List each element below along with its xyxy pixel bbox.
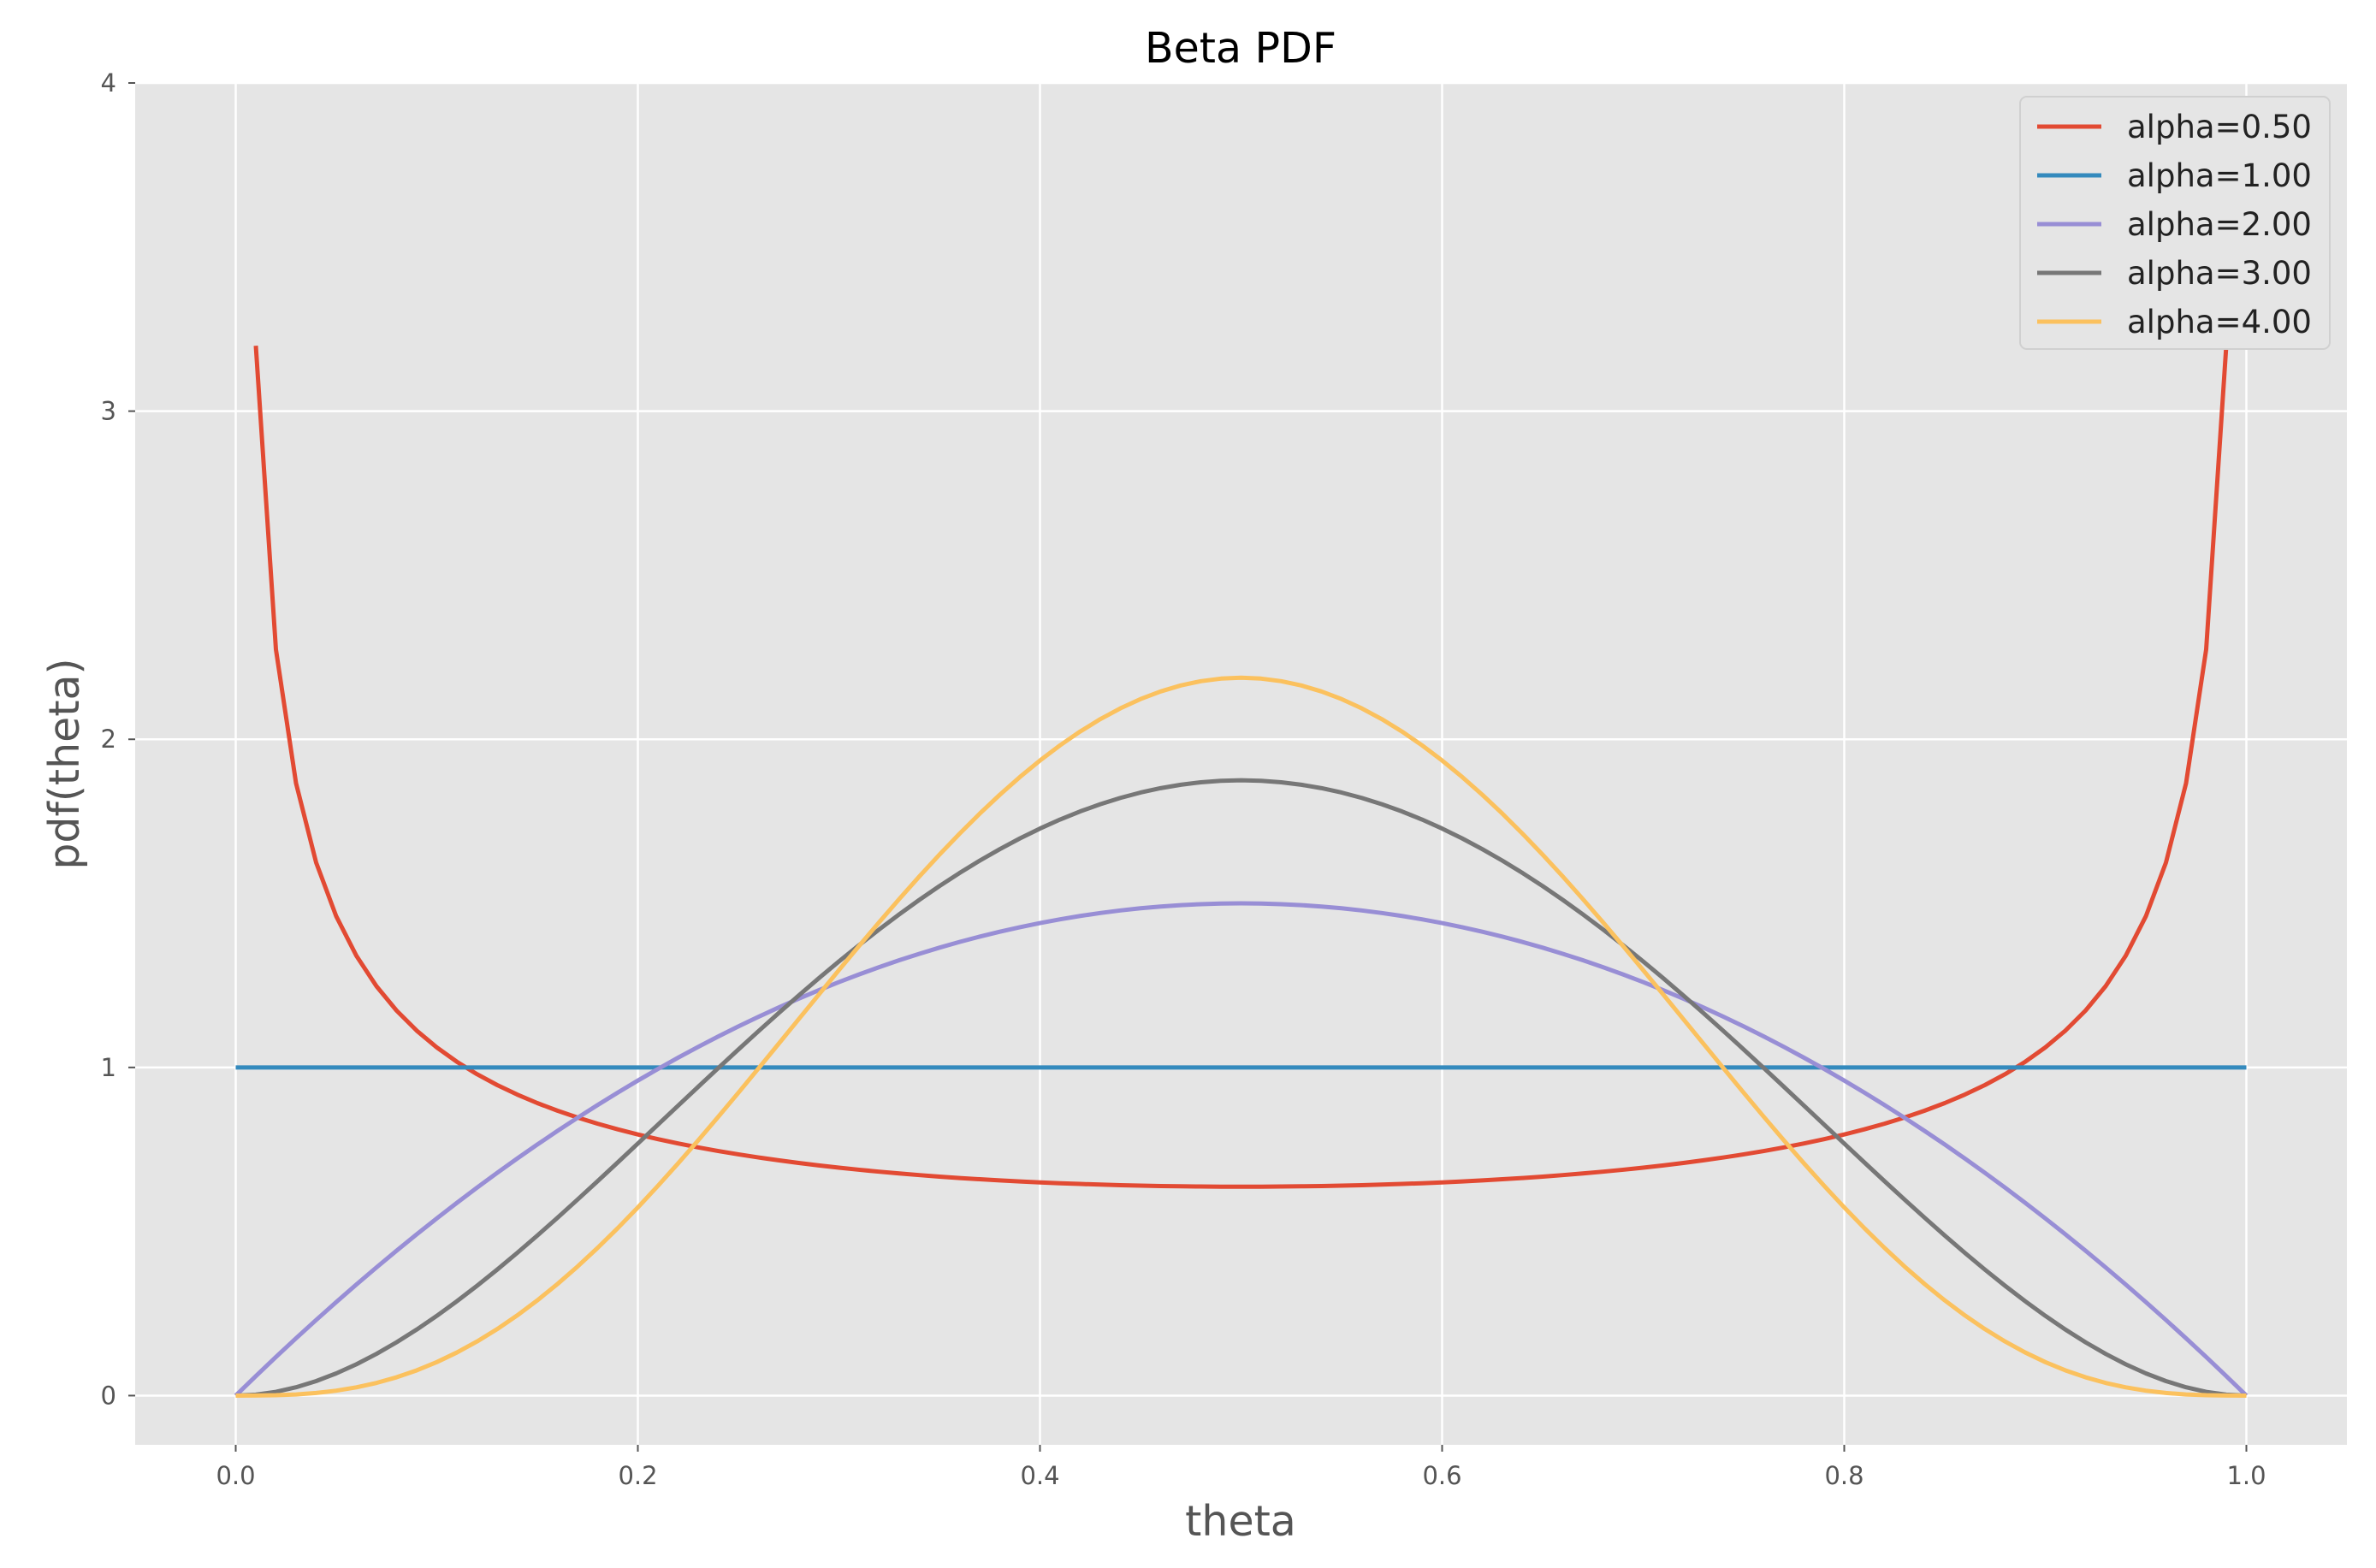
legend-label: alpha=0.50 (2127, 109, 2312, 145)
legend: alpha=0.50 alpha=1.00 alpha=2.00 alpha=3.00… (2019, 96, 2331, 350)
axis-ticks: 0.0 0.2 0.4 0.6 0.8 1.0 0 1 2 3 4 (101, 68, 2266, 1490)
x-tick-label: 0.0 (216, 1461, 255, 1490)
y-axis-label: pdf(theta) (40, 658, 89, 869)
series-line-0 (253, 346, 2229, 1189)
x-tick-label: 0.6 (1422, 1461, 1461, 1490)
x-tick-label: 1.0 (2226, 1461, 2266, 1490)
legend-label: alpha=2.00 (2127, 206, 2312, 243)
series-line-4 (235, 675, 2247, 1398)
plot-background (135, 83, 2347, 1445)
y-tick-label: 0 (101, 1381, 116, 1410)
x-axis-label: theta (1185, 1497, 1296, 1546)
legend-label: alpha=3.00 (2127, 255, 2312, 292)
x-tick-label: 0.4 (1020, 1461, 1059, 1490)
y-tick-label: 3 (101, 397, 116, 426)
series-line-2 (234, 901, 2249, 1398)
series-line-3 (235, 778, 2247, 1398)
legend-label: alpha=4.00 (2127, 304, 2312, 340)
y-tick-label: 4 (101, 68, 116, 98)
series-lines (234, 346, 2249, 1398)
legend-box (2019, 96, 2331, 350)
y-tick-label: 2 (101, 725, 116, 754)
x-tick-label: 0.2 (618, 1461, 657, 1490)
chart-title: Beta PDF (1145, 24, 1336, 73)
legend-label: alpha=1.00 (2127, 157, 2312, 194)
x-tick-label: 0.8 (1824, 1461, 1863, 1490)
y-tick-label: 1 (101, 1053, 116, 1082)
